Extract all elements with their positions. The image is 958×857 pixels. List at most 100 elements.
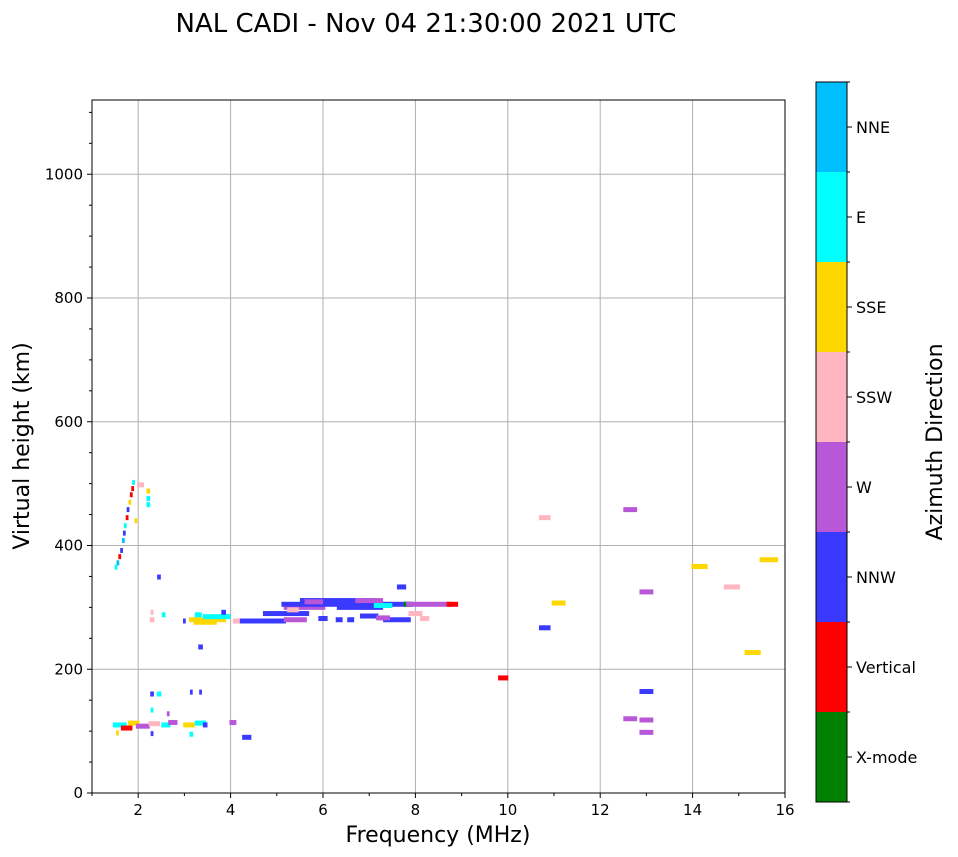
echo-nnw (299, 598, 374, 604)
echo-e (194, 612, 202, 618)
echo-w (229, 719, 237, 725)
echo-sse (193, 619, 217, 625)
echo-sse (128, 499, 132, 505)
colorbar-tick-label: Vertical (856, 658, 916, 677)
echo-nne (122, 538, 125, 544)
echo-w (304, 599, 323, 605)
echo-nnw (126, 507, 130, 513)
echo-sse (146, 488, 151, 494)
echo-nnw (335, 617, 343, 623)
echo-w (355, 598, 384, 604)
echo-w (406, 601, 453, 607)
echo-sse (744, 650, 761, 656)
echo-vertical (446, 601, 459, 607)
echo-sse (691, 564, 708, 570)
echo-w (639, 717, 654, 723)
colorbar-frame (815, 81, 848, 803)
echo-ssw (287, 607, 299, 613)
y-tick-label: 400 (54, 537, 83, 555)
colorbar-tick-label: SSW (856, 388, 892, 407)
plot-frame (91, 99, 786, 794)
echo-nnw (202, 722, 208, 728)
echo-sse (134, 518, 138, 524)
echo-nnw (183, 618, 186, 624)
x-tick-label: 14 (683, 801, 702, 819)
axis-ticks: 2 4 6 8 10 12 14 16 0 200 400 600 800 1000 (45, 111, 795, 819)
echo-sse (759, 557, 779, 563)
colorbar-tick-label: NNW (856, 568, 896, 587)
colorbar-swatch-nnw (816, 532, 847, 622)
echo-nnw (199, 689, 202, 695)
echo-e (189, 731, 194, 737)
echo-nnw (318, 616, 328, 622)
colorbar-swatch-nne (816, 82, 847, 172)
echo-nnw (347, 617, 355, 623)
echo-w (639, 589, 654, 595)
echo-ssw (137, 482, 144, 488)
echo-nnw (242, 734, 252, 740)
echo-sse (127, 720, 140, 726)
x-tick-label: 2 (133, 801, 143, 819)
echo-ssw (420, 616, 430, 622)
colorbar: X-mode Vertical NNW W SSW SSE E NNE (815, 81, 917, 803)
echo-nnw (538, 625, 551, 631)
echo-e (132, 479, 135, 485)
echo-nnw (383, 617, 411, 623)
echo-e (194, 720, 207, 726)
colorbar-swatch-ssw (816, 352, 847, 442)
colorbar-tick-label: NNE (856, 118, 890, 137)
echo-nnw (150, 731, 154, 737)
echo-w (283, 604, 326, 610)
echo-nne (116, 560, 120, 566)
y-tick-label: 800 (54, 289, 83, 307)
echo-ssw (150, 609, 154, 615)
echo-nnw (122, 530, 126, 536)
echo-e (161, 612, 166, 618)
echo-e (112, 722, 127, 728)
echo-ssw (723, 584, 740, 590)
echo-vertical (498, 675, 509, 681)
y-tick-label: 0 (73, 784, 83, 802)
x-tick-label: 10 (498, 801, 517, 819)
echo-vertical (131, 486, 135, 492)
echo-e (146, 502, 151, 508)
colorbar-swatch-vertical (816, 622, 847, 712)
echo-nnw (221, 609, 226, 615)
echo-nnw (157, 574, 161, 580)
echo-w (623, 507, 638, 513)
echo-nnw (239, 618, 287, 624)
x-tick-label: 16 (775, 801, 794, 819)
colorbar-tick-label: X-mode (856, 748, 917, 767)
echo-w (623, 716, 638, 722)
echo-vertical (125, 515, 129, 521)
echo-ssw (538, 515, 551, 521)
echo-ssw (149, 617, 155, 623)
echo-e (202, 614, 231, 620)
echo-e (146, 495, 151, 501)
y-tick-label: 600 (54, 413, 83, 431)
echo-ssw (408, 611, 423, 617)
echo-traces (112, 479, 779, 740)
plot-area: 2 4 6 8 10 12 14 16 0 200 400 600 800 1000 (45, 99, 795, 819)
echo-w (166, 711, 170, 717)
colorbar-swatch-sse (816, 262, 847, 352)
echo-e (123, 523, 127, 529)
colorbar-swatch-x-mode (816, 712, 847, 802)
echo-w (135, 723, 150, 729)
colorbar-tick-label: E (856, 208, 866, 227)
echo-sse (116, 730, 119, 736)
x-axis-label: Frequency (MHz) (346, 823, 531, 848)
x-tick-label: 4 (226, 801, 236, 819)
colorbar-label: Azimuth Direction (923, 343, 948, 540)
x-tick-label: 12 (591, 801, 610, 819)
echo-e (161, 722, 171, 728)
echo-nnw (262, 611, 310, 617)
echo-vertical (129, 492, 133, 498)
plot-background (92, 100, 785, 793)
echo-e (373, 603, 393, 609)
x-tick-label: 6 (318, 801, 328, 819)
y-tick-label: 1000 (45, 165, 83, 183)
chart-title: NAL CADI - Nov 04 21:30:00 2021 UTC (176, 9, 677, 39)
echo-nnw (281, 601, 411, 607)
